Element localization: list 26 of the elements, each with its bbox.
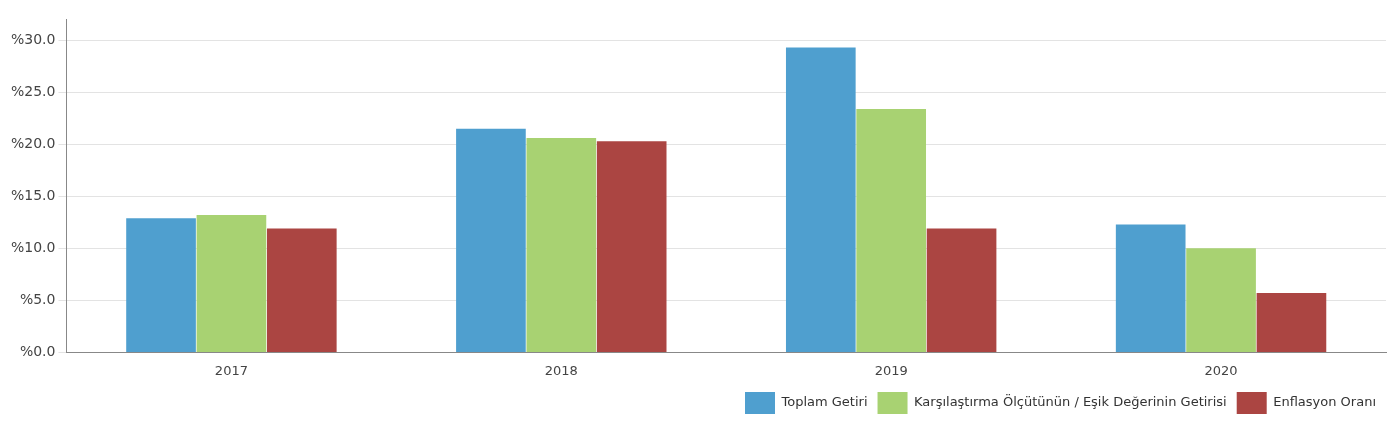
bar	[596, 141, 667, 352]
x-tick-label: 2018	[544, 362, 578, 378]
bar	[1186, 248, 1256, 352]
legend-label: Enflasyon Oranı	[1273, 394, 1376, 410]
bar	[1115, 224, 1186, 352]
bar	[526, 138, 597, 352]
bar	[856, 108, 927, 352]
bar	[126, 218, 196, 352]
y-tick-label: %25.0	[10, 82, 56, 99]
y-tick-label: %20.0	[10, 134, 56, 151]
x-tick-label: 2020	[1204, 362, 1238, 378]
y-tick-label: %10.0	[10, 238, 56, 255]
y-tick-label: %30.0	[10, 30, 56, 47]
y-tick-label: %15.0	[10, 186, 56, 203]
y-tick-label: %0.0	[19, 343, 56, 360]
x-tick-label: 2017	[214, 362, 248, 378]
bar	[456, 128, 526, 352]
x-tick-label: 2019	[874, 362, 908, 378]
legend-label: Toplam Getiri	[780, 394, 868, 410]
y-tick-label: %5.0	[19, 291, 56, 308]
bar	[785, 47, 856, 352]
legend-label: Karşılaştırma Ölçütünün / Eşik Değerinin Getirisi	[914, 393, 1227, 410]
bar	[266, 228, 337, 352]
bar	[926, 228, 997, 352]
bar	[196, 215, 267, 352]
bar	[1256, 293, 1327, 352]
